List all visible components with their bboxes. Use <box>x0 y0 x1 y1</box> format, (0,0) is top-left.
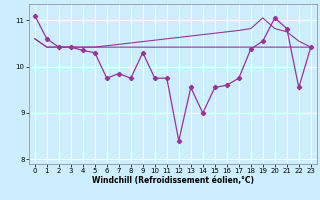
X-axis label: Windchill (Refroidissement éolien,°C): Windchill (Refroidissement éolien,°C) <box>92 176 254 185</box>
